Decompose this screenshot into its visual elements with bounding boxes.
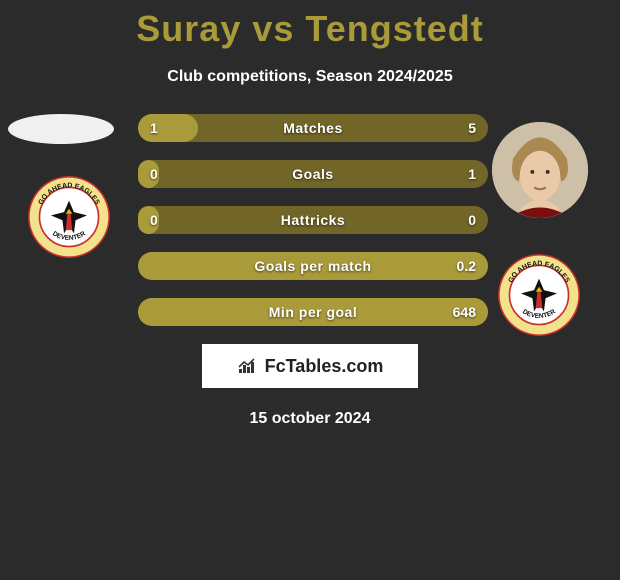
source-logo: FcTables.com	[202, 344, 418, 388]
stat-bar: 1 Matches 5	[138, 114, 488, 142]
snapshot-date: 15 october 2024	[0, 410, 620, 428]
player-left-avatar	[8, 114, 114, 144]
stat-bars: 1 Matches 5 0 Goals 1 0 Hattricks 0 Goals per mat…	[138, 114, 488, 326]
subtitle: Club competitions, Season 2024/2025	[0, 68, 620, 86]
stat-right-value: 648	[453, 304, 476, 320]
stat-label: Min per goal	[269, 304, 357, 320]
stat-bar: 0 Goals 1	[138, 160, 488, 188]
stat-right-value: 1	[468, 166, 476, 182]
stat-right-value: 0	[468, 212, 476, 228]
stat-bar: 0 Hattricks 0	[138, 206, 488, 234]
club-badge-left: GO AHEAD EAGLES DEVENTER	[28, 176, 110, 258]
stat-bar-fill	[138, 114, 198, 142]
stat-bar: Min per goal 648	[138, 298, 488, 326]
source-logo-text: FcTables.com	[265, 356, 384, 377]
page-title: Suray vs Tengstedt	[0, 0, 620, 50]
stat-label: Hattricks	[281, 212, 345, 228]
stat-left-value: 1	[150, 120, 158, 136]
stat-left-value: 0	[150, 166, 158, 182]
stat-label: Goals	[292, 166, 333, 182]
club-badge-right: GO AHEAD EAGLES DEVENTER	[498, 254, 580, 336]
stat-bar: Goals per match 0.2	[138, 252, 488, 280]
stat-label: Goals per match	[254, 258, 371, 274]
stat-right-value: 0.2	[457, 258, 476, 274]
stat-right-value: 5	[468, 120, 476, 136]
player-right-avatar	[492, 122, 588, 218]
comparison-panel: GO AHEAD EAGLES DEVENTER GO AHEAD EAGLES…	[0, 114, 620, 428]
stat-left-value: 0	[150, 212, 158, 228]
stat-label: Matches	[283, 120, 343, 136]
